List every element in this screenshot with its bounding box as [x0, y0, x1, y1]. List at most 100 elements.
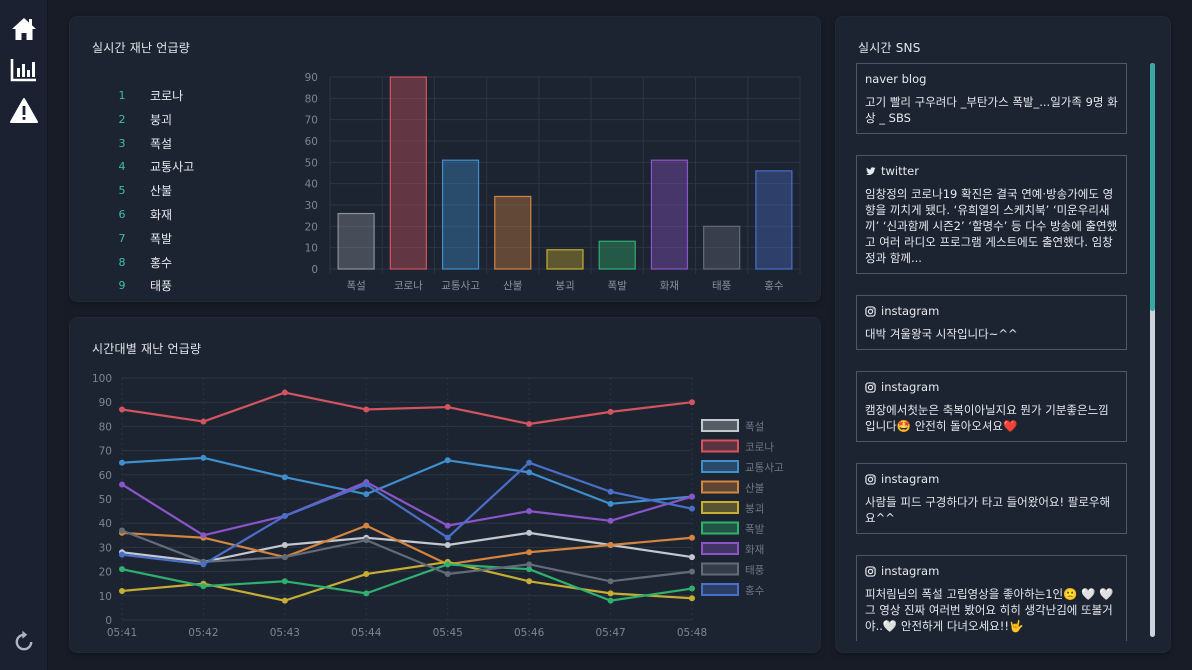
bar[interactable] [337, 212, 375, 270]
data-point[interactable] [363, 491, 370, 498]
legend-label[interactable]: 산불 [745, 483, 765, 495]
sns-post-card[interactable]: twitter 임창정의 코로나19 확진은 결국 연예·방송가에도 영향을 끼치… [856, 155, 1127, 274]
sns-post-card[interactable]: instagram 사람들 피드 구경하다가 타고 들어왔어요! 팔로우해요^^ [856, 463, 1127, 534]
realtime-mentions-panel: 실시간 재난 언급량 1 코로나 2 붕괴 3 폭설 4 교통사고 5 산불 6 화재 7 폭발 8 홍수 9 태… [70, 17, 820, 301]
warning-icon[interactable] [9, 96, 39, 126]
data-point[interactable] [607, 578, 614, 585]
data-point[interactable] [526, 578, 533, 585]
data-point[interactable] [689, 595, 695, 602]
data-point[interactable] [689, 554, 695, 561]
data-point[interactable] [526, 420, 533, 427]
data-point[interactable] [363, 590, 370, 597]
legend-label[interactable]: 폭발 [745, 524, 765, 536]
scrollbar-thumb[interactable] [1150, 63, 1155, 311]
data-point[interactable] [200, 454, 207, 461]
bar-chart-icon[interactable] [9, 55, 39, 85]
data-point[interactable] [689, 534, 695, 541]
data-point[interactable] [363, 522, 370, 529]
bar[interactable] [650, 159, 689, 270]
data-point[interactable] [607, 541, 614, 548]
data-point[interactable] [281, 578, 288, 585]
data-point[interactable] [607, 500, 614, 507]
data-point[interactable] [607, 517, 614, 524]
data-point[interactable] [281, 512, 288, 519]
bar[interactable] [389, 76, 427, 270]
data-point[interactable] [281, 554, 288, 561]
data-point[interactable] [689, 585, 695, 592]
sns-post-card[interactable]: instagram 피처림님의 폭설 고립영상을 좋아하는1인🙁 🤍 🤍그 영상 … [856, 555, 1127, 641]
legend-label[interactable]: 코로나 [745, 442, 774, 454]
data-point[interactable] [526, 561, 533, 568]
bar[interactable] [546, 249, 584, 270]
data-point[interactable] [444, 534, 451, 541]
data-point[interactable] [689, 568, 695, 575]
data-point[interactable] [607, 408, 614, 415]
legend-label[interactable]: 태풍 [745, 565, 765, 577]
data-point[interactable] [363, 571, 370, 578]
data-point[interactable] [607, 597, 614, 604]
data-point[interactable] [689, 505, 695, 512]
data-point[interactable] [200, 418, 207, 425]
legend-swatch[interactable] [701, 480, 739, 494]
legend-label[interactable]: 홍수 [745, 584, 765, 597]
data-point[interactable] [200, 561, 207, 568]
data-point[interactable] [363, 537, 370, 544]
data-point[interactable] [281, 597, 288, 604]
data-point[interactable] [444, 404, 451, 411]
refresh-icon[interactable] [12, 630, 36, 654]
data-point[interactable] [200, 583, 207, 590]
bar[interactable] [755, 170, 793, 270]
sns-post-card[interactable]: instagram 대박 겨울왕국 시작입니다~^^ [856, 295, 1127, 350]
data-point[interactable] [526, 549, 533, 556]
bar[interactable] [441, 159, 480, 270]
data-point[interactable] [444, 541, 451, 548]
data-point[interactable] [281, 474, 288, 481]
legend-swatch[interactable] [701, 583, 739, 596]
data-point[interactable] [444, 522, 451, 529]
bar[interactable] [598, 240, 636, 270]
legend-swatch[interactable] [701, 562, 739, 576]
data-point[interactable] [444, 457, 451, 464]
bar[interactable] [494, 195, 532, 270]
data-point[interactable] [119, 406, 125, 413]
home-icon[interactable] [9, 14, 39, 44]
data-point[interactable] [119, 527, 125, 534]
data-point[interactable] [526, 469, 533, 476]
data-point[interactable] [526, 566, 533, 573]
legend-swatch[interactable] [701, 501, 739, 514]
legend-swatch[interactable] [701, 521, 739, 535]
data-point[interactable] [281, 541, 288, 548]
data-point[interactable] [200, 532, 207, 539]
data-point[interactable] [526, 459, 533, 466]
data-point[interactable] [689, 399, 695, 406]
legend-label[interactable]: 붕괴 [745, 503, 764, 515]
data-point[interactable] [444, 571, 451, 578]
legend-label[interactable]: 화재 [745, 544, 764, 556]
legend-label[interactable]: 폭설 [745, 421, 764, 433]
legend-swatch[interactable] [701, 419, 739, 432]
data-point[interactable] [607, 488, 614, 495]
data-point[interactable] [119, 551, 125, 558]
data-point[interactable] [444, 561, 451, 568]
data-point[interactable] [689, 493, 695, 500]
data-point[interactable] [119, 481, 125, 488]
sns-post-card[interactable]: instagram 캠장에서첫눈은 축복이아닐지요 뭔가 기분좋은느낌입니다🤩 안… [856, 371, 1127, 442]
sns-feed[interactable]: naver blog 고기 빨리 구우려다 _부탄가스 폭발_...일가족 9명 … [856, 61, 1128, 641]
legend-swatch[interactable] [701, 439, 739, 453]
bar[interactable] [703, 225, 741, 270]
data-point[interactable] [607, 590, 614, 597]
data-point[interactable] [363, 481, 370, 488]
sns-post-card[interactable]: naver blog 고기 빨리 구우려다 _부탄가스 폭발_...일가족 9명 … [856, 63, 1127, 134]
legend-label[interactable]: 교통사고 [745, 462, 784, 474]
data-point[interactable] [281, 389, 288, 396]
data-point[interactable] [119, 587, 125, 594]
data-point[interactable] [526, 529, 533, 536]
legend-swatch[interactable] [701, 460, 739, 473]
scrollbar[interactable] [1150, 63, 1155, 637]
data-point[interactable] [119, 566, 125, 573]
data-point[interactable] [119, 459, 125, 466]
data-point[interactable] [526, 508, 533, 515]
legend-swatch[interactable] [701, 542, 739, 555]
data-point[interactable] [363, 406, 370, 413]
